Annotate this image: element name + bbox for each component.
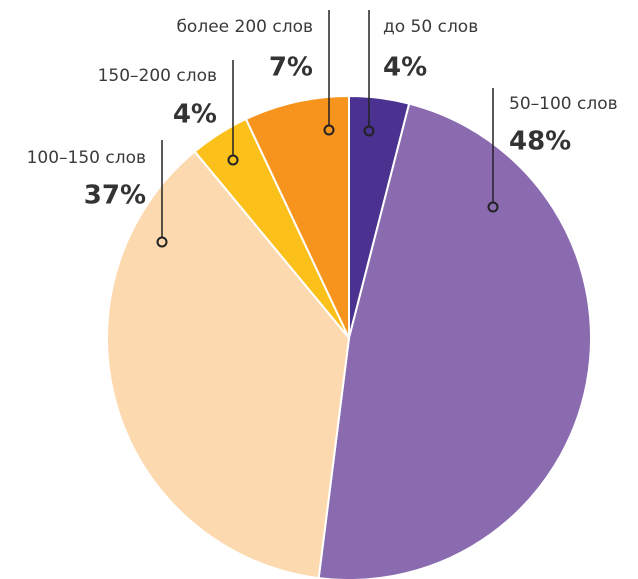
pie-slice bbox=[244, 94, 350, 339]
leader-dot bbox=[227, 154, 239, 166]
leader-dot bbox=[156, 236, 168, 248]
leader-dot bbox=[487, 201, 499, 213]
pie-slice bbox=[106, 150, 351, 579]
slice-value: 7% bbox=[269, 53, 313, 83]
slice-value: 4% bbox=[383, 53, 427, 83]
leader-dot bbox=[323, 124, 335, 136]
slice-value: 48% bbox=[509, 127, 571, 157]
slice-label: 100–150 слов bbox=[27, 148, 146, 168]
slice-value: 4% bbox=[173, 100, 217, 130]
leader-dot bbox=[363, 125, 375, 137]
slice-label: до 50 слов bbox=[383, 17, 478, 37]
slice-label: 50–100 слов bbox=[509, 94, 618, 114]
slice-label: 150–200 слов bbox=[98, 66, 217, 86]
pie-slice bbox=[317, 102, 592, 579]
slice-label: более 200 слов bbox=[176, 17, 313, 37]
slice-value: 37% bbox=[84, 181, 146, 211]
